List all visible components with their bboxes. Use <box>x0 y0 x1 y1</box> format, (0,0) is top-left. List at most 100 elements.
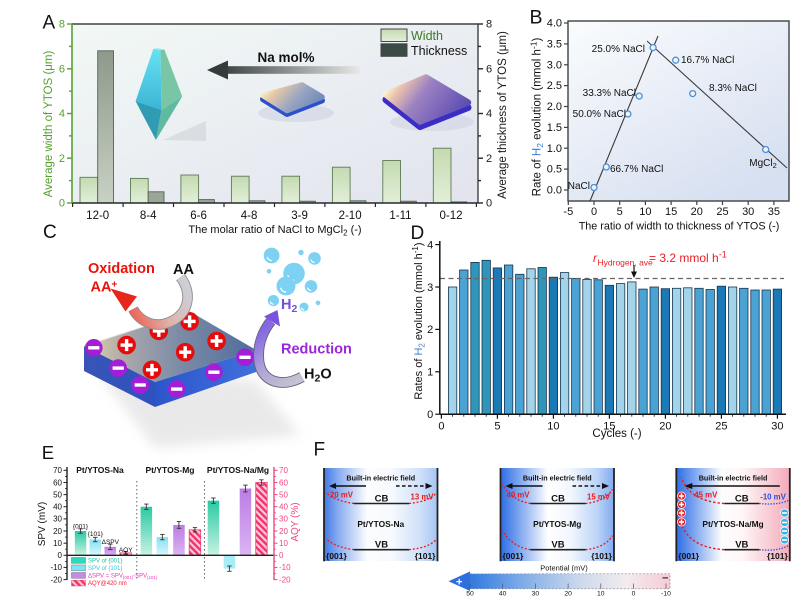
svg-text:0: 0 <box>632 591 636 598</box>
svg-text:-10 mV: -10 mV <box>760 493 786 502</box>
svg-text:SPV of {001}: SPV of {001} <box>88 559 122 565</box>
svg-text:Width: Width <box>411 29 443 43</box>
svg-text:{101}: {101} <box>767 551 788 561</box>
svg-text:+: + <box>456 577 462 589</box>
svg-text:20: 20 <box>279 527 288 536</box>
svg-text:H2: H2 <box>281 297 297 315</box>
svg-text:4: 4 <box>486 108 492 120</box>
svg-text:1-11: 1-11 <box>389 210 411 222</box>
svg-text:8-4: 8-4 <box>140 210 157 222</box>
svg-text:1: 1 <box>427 367 433 379</box>
svg-text:-20: -20 <box>279 575 291 584</box>
svg-text:60: 60 <box>279 478 288 487</box>
svg-text:{101}: {101} <box>88 531 104 538</box>
svg-text:30: 30 <box>742 206 754 218</box>
svg-text:Average thickness of YTOS (μm: Average thickness of YTOS (μm) <box>497 31 509 199</box>
svg-text:Pt/YTOS-Mg: Pt/YTOS-Mg <box>533 519 581 529</box>
svg-text:6-6: 6-6 <box>190 210 207 222</box>
svg-text:{001}: {001} <box>503 551 524 561</box>
svg-text:6: 6 <box>59 63 65 75</box>
svg-text:E: E <box>42 442 54 463</box>
svg-text:10: 10 <box>279 539 288 548</box>
svg-text:13 mV: 13 mV <box>411 493 435 502</box>
svg-text:20: 20 <box>691 206 703 218</box>
svg-text:40: 40 <box>279 503 288 512</box>
svg-text:15: 15 <box>603 421 615 433</box>
svg-text:SPV (mV): SPV (mV) <box>37 502 48 546</box>
svg-text:4: 4 <box>427 239 433 251</box>
svg-text:Na mol%: Na mol% <box>257 50 314 65</box>
svg-text:VB: VB <box>551 540 564 551</box>
svg-text:20: 20 <box>659 421 671 433</box>
svg-text:Rate of H2 evolution (mmol h-1: Rate of H2 evolution (mmol h-1) <box>529 37 546 196</box>
svg-text:VB: VB <box>375 540 388 551</box>
svg-text:Hydrogen, ave: Hydrogen, ave <box>598 258 654 268</box>
svg-text:0: 0 <box>58 551 63 560</box>
svg-text:70: 70 <box>279 466 288 475</box>
svg-text:33.3% NaCl: 33.3% NaCl <box>583 88 636 99</box>
svg-text:CB: CB <box>551 494 565 505</box>
svg-text:15: 15 <box>665 206 677 218</box>
svg-text:40: 40 <box>499 591 507 598</box>
svg-text:= 3.2 mmol h-1: = 3.2 mmol h-1 <box>649 250 727 266</box>
svg-text:Built-in electric field: Built-in electric field <box>699 474 768 483</box>
svg-text:Reduction: Reduction <box>281 342 352 358</box>
svg-text:ΔSPV = SPV{001}-SPV{101}: ΔSPV = SPV{001}-SPV{101} <box>88 574 158 580</box>
svg-text:{001}: {001} <box>678 551 699 561</box>
svg-text:-10: -10 <box>279 563 291 572</box>
svg-text:AQY@420 nm: AQY@420 nm <box>88 581 127 587</box>
svg-text:NaCl: NaCl <box>568 181 590 192</box>
svg-text:20: 20 <box>53 527 62 536</box>
svg-text:25: 25 <box>716 206 728 218</box>
svg-text:2-10: 2-10 <box>339 210 362 222</box>
svg-text:0: 0 <box>438 421 444 433</box>
svg-text:25: 25 <box>715 421 727 433</box>
svg-text:Oxidation: Oxidation <box>88 261 155 277</box>
svg-text:0.0: 0.0 <box>547 185 562 197</box>
svg-text:50: 50 <box>53 490 62 499</box>
svg-text:2: 2 <box>59 153 65 165</box>
svg-text:MgCl2: MgCl2 <box>749 158 777 170</box>
svg-text:8: 8 <box>486 19 492 31</box>
svg-text:{101}: {101} <box>591 551 612 561</box>
svg-text:70: 70 <box>53 466 62 475</box>
svg-text:35: 35 <box>768 206 780 218</box>
svg-text:50: 50 <box>279 490 288 499</box>
svg-text:15 mV: 15 mV <box>587 493 611 502</box>
svg-text:Pt/YTOS-Na/Mg: Pt/YTOS-Na/Mg <box>702 519 763 529</box>
svg-text:4-8: 4-8 <box>241 210 258 222</box>
svg-text:F: F <box>314 440 326 461</box>
svg-text:3-9: 3-9 <box>291 210 308 222</box>
svg-text:25.0% NaCl: 25.0% NaCl <box>592 44 645 55</box>
svg-text:SPV of {101}: SPV of {101} <box>88 566 122 572</box>
svg-text:Thickness: Thickness <box>411 44 467 58</box>
svg-text:3.0: 3.0 <box>547 59 562 71</box>
svg-text:CB: CB <box>375 494 389 505</box>
svg-text:50: 50 <box>466 591 474 598</box>
svg-text:Pt/YTOS-Mg: Pt/YTOS-Mg <box>146 465 195 475</box>
svg-text:30: 30 <box>279 515 288 524</box>
svg-text:{101}: {101} <box>415 551 436 561</box>
svg-text:0: 0 <box>427 409 433 421</box>
svg-text:Built-in electric field: Built-in electric field <box>523 474 592 483</box>
svg-text:20 mV: 20 mV <box>330 491 354 500</box>
svg-text:r: r <box>593 251 598 265</box>
svg-text:2: 2 <box>427 324 433 336</box>
svg-text:-5: -5 <box>563 206 573 218</box>
svg-text:16.7% NaCl: 16.7% NaCl <box>681 55 734 66</box>
svg-text:AQY (%): AQY (%) <box>290 502 301 541</box>
svg-text:Cycles (-): Cycles (-) <box>592 428 641 440</box>
svg-text:The ratio of width to thicknes: The ratio of width to thickness of YTOS … <box>579 221 780 233</box>
svg-text:A: A <box>43 13 56 34</box>
svg-text:40: 40 <box>53 503 62 512</box>
svg-text:Average width of YTOS (μm): Average width of YTOS (μm) <box>43 51 55 198</box>
svg-text:B: B <box>530 7 543 29</box>
svg-text:8: 8 <box>59 19 65 31</box>
svg-text:-20: -20 <box>50 575 62 584</box>
svg-text:10: 10 <box>597 591 605 598</box>
svg-text:10: 10 <box>639 206 651 218</box>
svg-text:Built-in electric field: Built-in electric field <box>346 474 415 483</box>
svg-text:5: 5 <box>617 206 623 218</box>
svg-text:30: 30 <box>53 515 62 524</box>
svg-text:Pt/YTOS-Na: Pt/YTOS-Na <box>357 519 404 529</box>
